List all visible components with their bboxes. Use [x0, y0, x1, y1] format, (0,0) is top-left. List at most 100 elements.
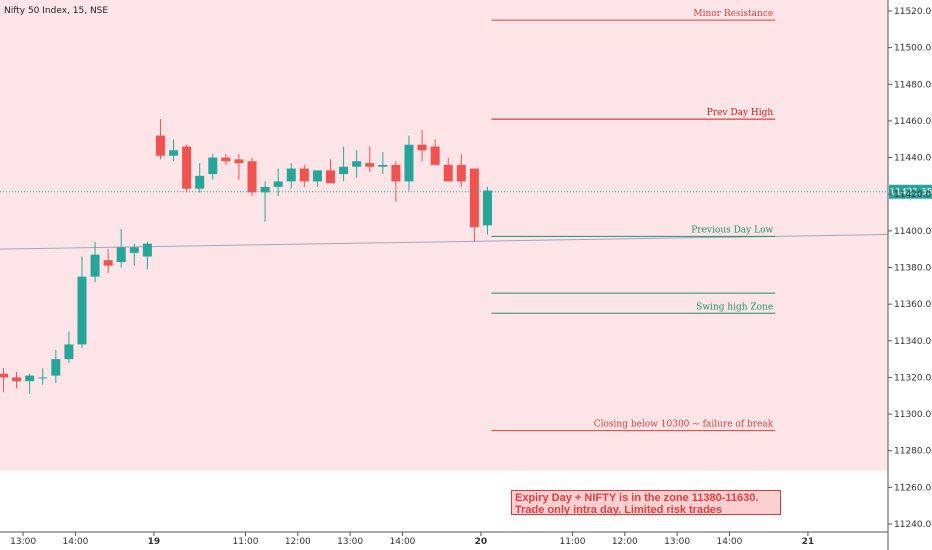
x-tick-label: 14:00 [716, 537, 742, 547]
y-tick-label: 11400.00 [894, 227, 932, 237]
annotation-label: Closing below 10300 ~ failure of break [594, 420, 774, 430]
candle-body [169, 150, 179, 156]
candle-up [90, 241, 100, 283]
x-tick-label: 13:00 [664, 537, 690, 547]
candle-up [51, 349, 61, 383]
candle-down [456, 153, 466, 187]
candle-body [195, 175, 205, 189]
candle-body [25, 375, 35, 382]
y-tick-label: 11240.00 [894, 520, 932, 530]
last-price-badge [889, 184, 932, 199]
trendline [0, 234, 888, 250]
candle-up [142, 241, 152, 270]
y-tick-label: 11280.00 [894, 447, 932, 457]
candle-body [339, 166, 349, 175]
y-tick-label: 11320.00 [894, 373, 932, 383]
y-tick-label: 11420.00 [894, 190, 932, 200]
x-tick-label: 14:00 [62, 537, 88, 547]
candle-down [443, 157, 453, 182]
y-tick-label: 11520.00 [894, 7, 932, 17]
annotation-label: Minor Resistance [693, 9, 773, 19]
candle-body [90, 254, 100, 277]
candle-body [469, 168, 479, 228]
candle-body [404, 144, 414, 182]
candle-down [391, 161, 401, 202]
candle-body [443, 164, 453, 182]
y-tick-label: 11440.00 [894, 154, 932, 164]
candle-body [312, 170, 322, 182]
candle-body [365, 163, 375, 167]
trade-note: Expiry Day + NIFTY is in the zone 11380-… [511, 490, 781, 516]
x-tick-label: 13:00 [337, 537, 363, 547]
candle-down [299, 164, 309, 187]
candle-down [469, 168, 479, 242]
chart-title: Nifty 50 Index, 15, NSE [4, 6, 108, 16]
candle-body [273, 181, 283, 187]
x-tick-label: 11:00 [560, 537, 586, 547]
candle-body [430, 146, 440, 165]
candle-up [482, 186, 492, 235]
candle-down [0, 368, 8, 393]
x-tick-label: 20 [475, 537, 488, 547]
y-tick-label: 11260.00 [894, 483, 932, 493]
candle-up [129, 243, 139, 266]
candle-body [0, 373, 8, 378]
candle-body [182, 146, 192, 189]
candle-up [404, 135, 414, 191]
candle-body [247, 161, 257, 193]
candle-down [417, 130, 427, 162]
candle-up [25, 373, 35, 394]
candle-up [208, 153, 218, 180]
candle-down [103, 249, 113, 273]
candle-up [312, 170, 322, 187]
candle-body [260, 186, 270, 193]
candle-body [234, 159, 244, 164]
candle-down [365, 146, 375, 173]
last-price-label: 11421.35 [890, 188, 932, 198]
candle-down [221, 153, 231, 165]
y-tick-label: 11500.00 [894, 44, 932, 54]
candle-body [286, 168, 296, 182]
candle-body [12, 377, 22, 382]
candle-body [142, 243, 152, 257]
candle-body [299, 168, 309, 182]
y-tick-label: 11300.00 [894, 410, 932, 420]
candle-body [103, 260, 113, 266]
candle-body [221, 157, 231, 162]
candle-up [116, 229, 126, 268]
candle-body [352, 161, 362, 167]
y-tick-label: 11340.00 [894, 337, 932, 347]
candle-body [77, 276, 87, 345]
candle-body [391, 164, 401, 182]
x-tick-label: 13:00 [10, 537, 36, 547]
candle-down [247, 157, 257, 197]
candle-body [38, 377, 48, 379]
candle-up [38, 368, 48, 385]
x-tick-label: 21 [802, 537, 815, 547]
candle-body [64, 344, 74, 360]
candle-body [208, 157, 218, 175]
candle-body [417, 144, 427, 151]
candle-up [260, 181, 270, 222]
candle-body [326, 170, 335, 184]
candle-body [51, 359, 61, 376]
candle-up [64, 331, 74, 363]
annotation-label: Previous Day Low [691, 225, 773, 235]
candle-down [326, 159, 335, 184]
candle-body [482, 190, 492, 226]
candle-down [234, 153, 244, 180]
y-tick-label: 11480.00 [894, 80, 932, 90]
candle-up [169, 139, 179, 162]
candle-up [195, 163, 205, 193]
candle-down [430, 139, 440, 165]
candle-up [352, 150, 362, 178]
y-tick-label: 11460.00 [894, 117, 932, 127]
shaded-zone [0, 0, 888, 471]
x-tick-label: 11:00 [233, 537, 259, 547]
candle-down [155, 119, 165, 160]
candle-body [378, 164, 388, 167]
candle-up [286, 163, 296, 189]
candle-body [129, 247, 139, 253]
x-tick-label: 14:00 [389, 537, 415, 547]
